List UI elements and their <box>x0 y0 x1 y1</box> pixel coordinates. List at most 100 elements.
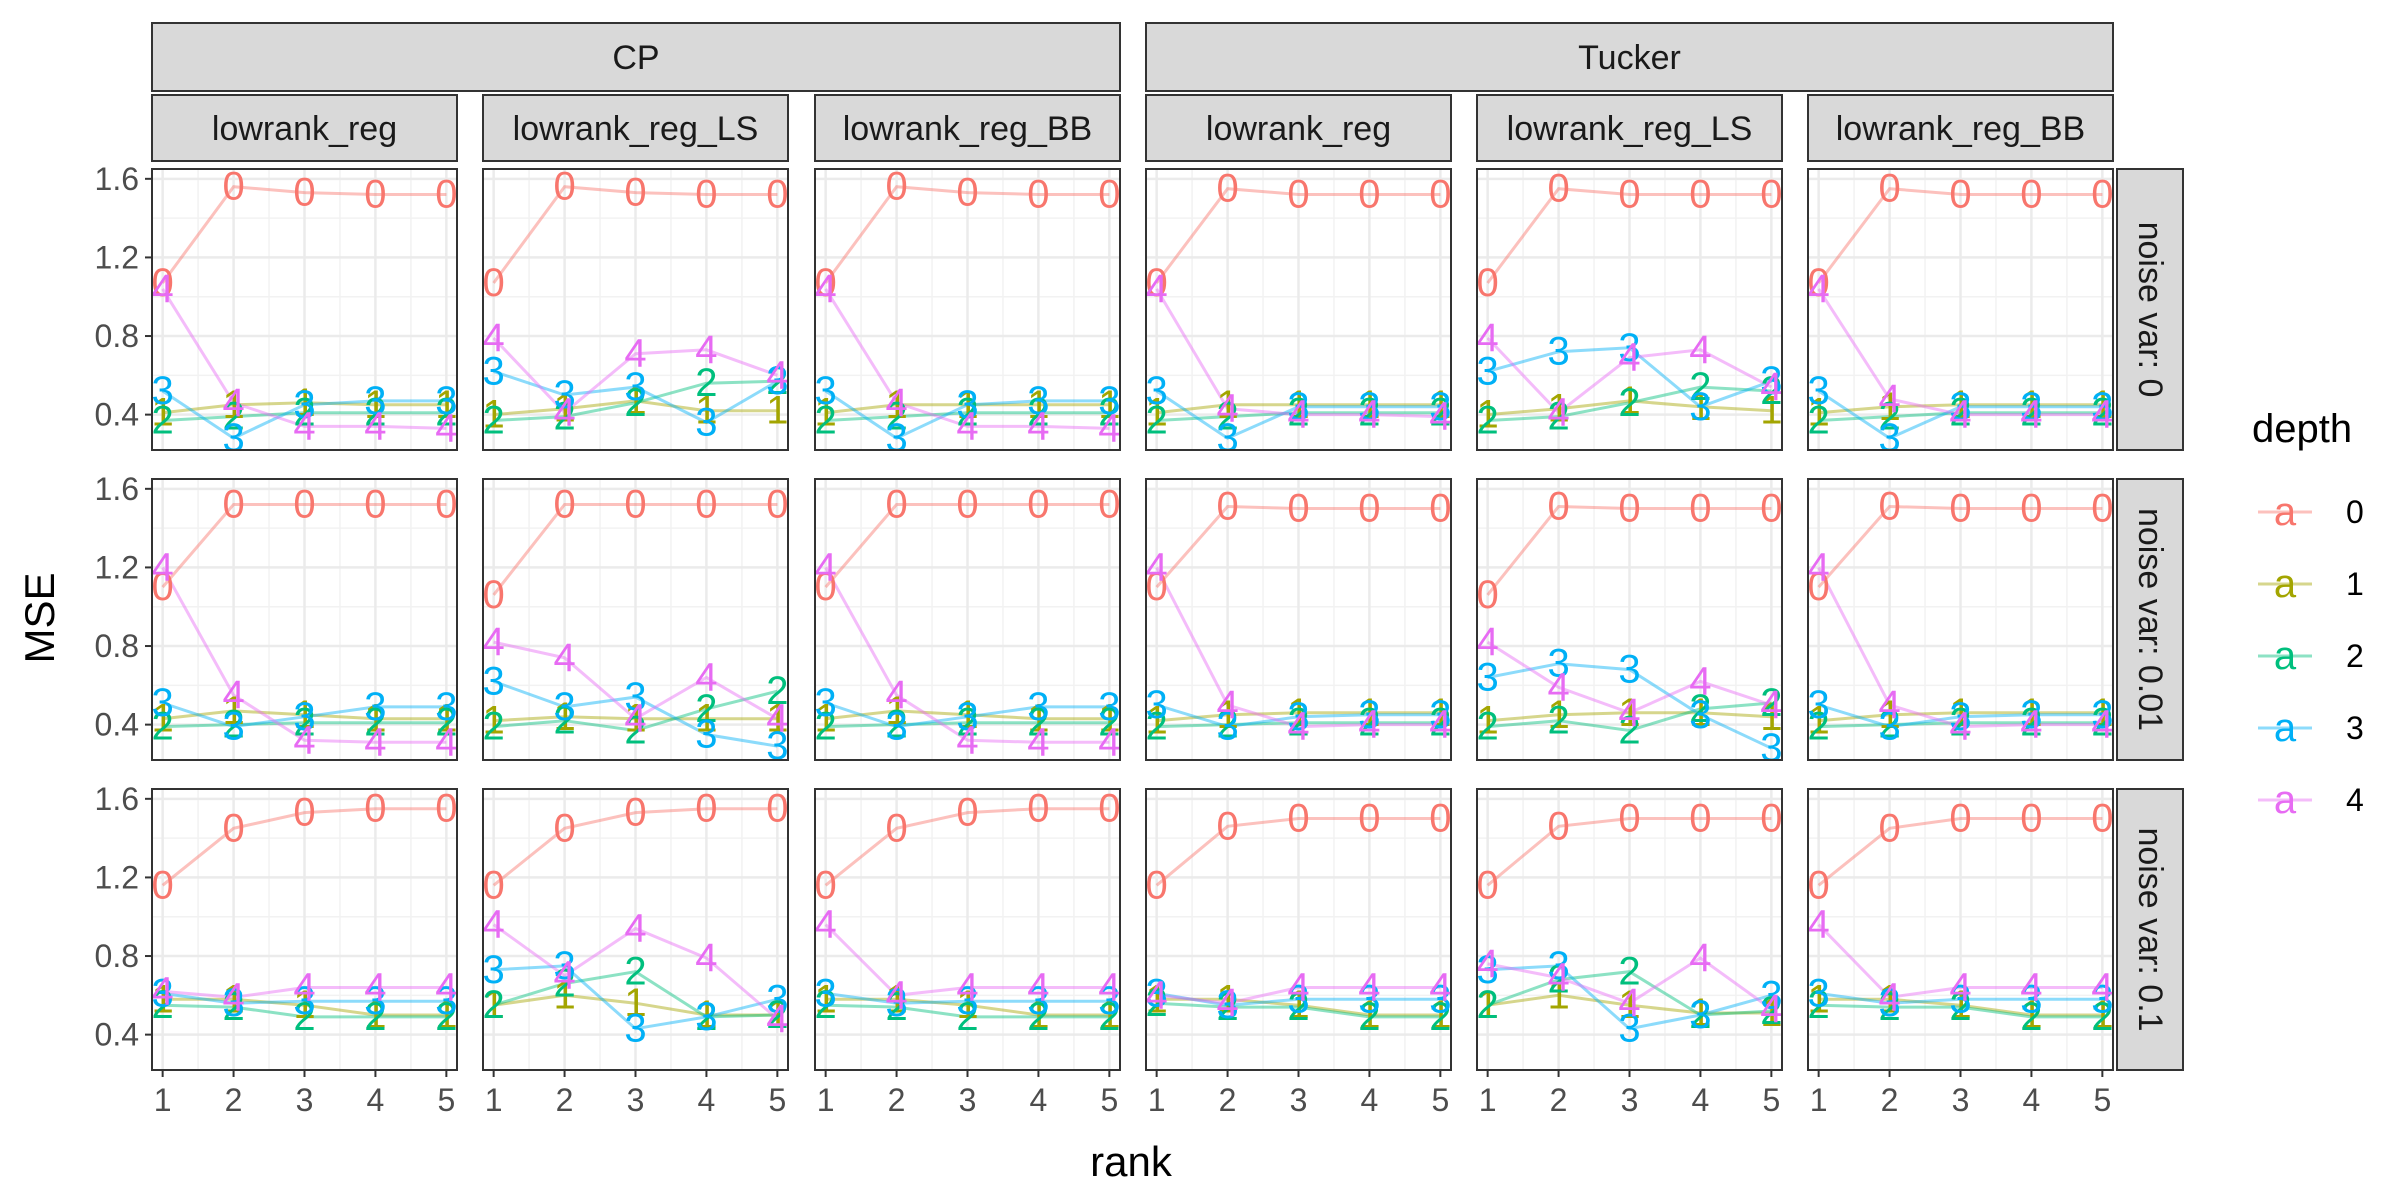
point-label-depth-2: 2 <box>956 391 978 435</box>
point-label-depth-4: 4 <box>1098 965 1120 1009</box>
point-label-depth-1: 1 <box>956 983 978 1027</box>
group-strip <box>1145 22 2114 92</box>
point-label-depth-4: 4 <box>885 381 907 425</box>
point-label-depth-1: 1 <box>1618 691 1640 735</box>
point-label-depth-1: 1 <box>1098 697 1120 741</box>
point-label-depth-1: 1 <box>1098 383 1120 427</box>
x-tick-label: 1 <box>1479 1082 1497 1118</box>
legend-label-depth-1: 1 <box>2346 566 2364 602</box>
point-label-depth-3: 3 <box>1689 385 1711 429</box>
point-label-depth-1: 1 <box>222 977 244 1021</box>
series-line-depth-1 <box>1818 711 2103 723</box>
series-line-depth-3 <box>1156 703 1441 729</box>
point-label-depth-1: 1 <box>553 695 575 739</box>
series-line-depth-1 <box>162 997 447 1017</box>
legend: depth a 0 a 1 a 2 a 3 a 4 <box>2252 407 2364 822</box>
point-label-depth-4: 4 <box>222 673 244 717</box>
point-label-depth-2: 2 <box>1760 369 1782 413</box>
series-line-depth-4 <box>1155 288 1441 419</box>
point-label-depth-1: 1 <box>483 393 505 437</box>
x-tick-label: 1 <box>817 1082 835 1118</box>
series-line-depth-1 <box>493 399 778 417</box>
point-label-depth-1: 1 <box>1808 391 1830 435</box>
series-line-depth-2 <box>1818 721 2103 729</box>
point-label-depth-0: 0 <box>1547 167 1569 211</box>
point-label-depth-2: 2 <box>1027 391 1049 435</box>
series-line-depth-0 <box>161 503 447 589</box>
point-label-depth-3: 3 <box>956 383 978 427</box>
point-label-depth-2: 2 <box>152 399 174 443</box>
point-label-depth-3: 3 <box>1618 648 1640 692</box>
point-label-depth-4: 4 <box>1808 267 1830 311</box>
point-label-depth-1: 1 <box>2020 691 2042 735</box>
panel-border <box>482 478 789 761</box>
point-label-depth-0: 0 <box>553 165 575 209</box>
point-label-depth-2: 2 <box>1949 391 1971 435</box>
point-label-depth-4: 4 <box>815 903 837 947</box>
point-label-depth-0: 0 <box>1878 167 1900 211</box>
point-label-depth-1: 1 <box>624 697 646 741</box>
point-label-depth-0: 0 <box>1098 173 1120 217</box>
series-line-depth-0 <box>1817 187 2103 284</box>
series-line-depth-1 <box>825 997 1110 1017</box>
point-label-depth-2: 2 <box>1098 701 1120 745</box>
point-label-depth-2: 2 <box>1808 983 1830 1027</box>
point-label-depth-0: 0 <box>1878 806 1900 850</box>
point-label-depth-0: 0 <box>1429 796 1451 840</box>
x-tick-label: 3 <box>627 1082 645 1118</box>
point-label-depth-2: 2 <box>293 391 315 435</box>
point-label-depth-2: 2 <box>1098 995 1120 1039</box>
point-label-depth-0: 0 <box>435 173 457 217</box>
series-line-depth-4 <box>1817 566 2103 729</box>
point-label-depth-1: 1 <box>1547 693 1569 737</box>
point-label-depth-0: 0 <box>1216 485 1238 529</box>
point-label-depth-3: 3 <box>293 695 315 739</box>
point-label-depth-1: 1 <box>1878 977 1900 1021</box>
point-label-depth-0: 0 <box>293 171 315 215</box>
point-label-depth-2: 2 <box>152 983 174 1027</box>
row-strips: noise var: 0 noise var: 0.01 noise var: 0.… <box>2116 168 2184 1071</box>
point-label-depth-2: 2 <box>695 687 717 731</box>
point-label-depth-0: 0 <box>1618 173 1640 217</box>
point-label-depth-1: 1 <box>1429 691 1451 735</box>
panel-border <box>1476 168 1783 451</box>
point-label-depth-1: 1 <box>483 699 505 743</box>
point-label-depth-1: 1 <box>1216 693 1238 737</box>
point-label-depth-4: 4 <box>1808 545 1830 589</box>
column-group-strips: CP Tucker <box>151 22 2114 92</box>
series-line-depth-4 <box>1486 640 1772 715</box>
panel-border <box>1145 168 1452 451</box>
point-label-depth-4: 4 <box>1287 705 1309 749</box>
point-label-depth-0: 0 <box>766 483 788 527</box>
point-label-depth-2: 2 <box>1618 381 1640 425</box>
y-tick-label: 0.4 <box>95 1017 139 1053</box>
point-label-depth-3: 3 <box>1027 685 1049 729</box>
method-strip-label: lowrank_reg_BB <box>1836 110 2085 148</box>
point-label-depth-3: 3 <box>695 712 717 756</box>
method-strip <box>814 94 1121 162</box>
point-label-depth-3: 3 <box>1760 973 1782 1017</box>
point-label-depth-4: 4 <box>815 267 837 311</box>
point-label-depth-1: 1 <box>483 983 505 1027</box>
point-label-depth-0: 0 <box>1477 573 1499 617</box>
point-label-depth-4: 4 <box>2020 703 2042 747</box>
point-label-depth-4: 4 <box>1547 665 1569 709</box>
series-line-depth-3 <box>1818 703 2103 729</box>
series-line-depth-3 <box>825 991 1110 1005</box>
point-label-depth-1: 1 <box>766 389 788 433</box>
point-label-depth-4: 4 <box>1760 683 1782 727</box>
series-line-depth-3 <box>1487 964 1772 1031</box>
point-label-depth-1: 1 <box>695 697 717 741</box>
series-line-depth-0 <box>161 185 447 284</box>
point-label-depth-2: 2 <box>1689 365 1711 409</box>
series-line-depth-3 <box>493 679 778 748</box>
point-label-depth-0: 0 <box>152 565 174 609</box>
point-label-depth-1: 1 <box>1689 991 1711 1035</box>
point-label-depth-0: 0 <box>1146 863 1168 907</box>
point-label-depth-3: 3 <box>1618 326 1640 370</box>
point-label-depth-0: 0 <box>222 806 244 850</box>
